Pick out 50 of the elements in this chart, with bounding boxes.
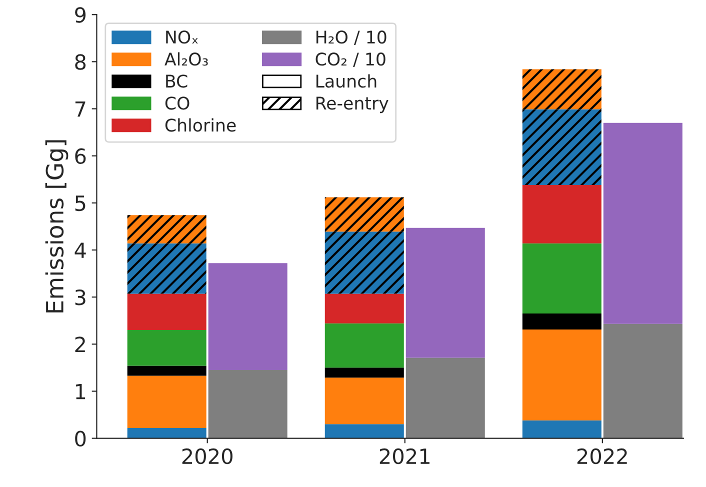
x-tick-label: 2022: [577, 448, 627, 464]
bar: [324, 197, 404, 232]
bar: [406, 358, 485, 438]
bar: [127, 428, 206, 438]
legend-label: Al₂O₃: [164, 52, 208, 66]
y-tick-label: 6: [75, 148, 86, 164]
y-axis-title: Emissions [Gg]: [45, 140, 68, 312]
bar: [406, 228, 485, 358]
bar: [522, 69, 602, 110]
legend-label: CO: [165, 96, 190, 110]
y-tick-label: 2: [75, 336, 85, 352]
bar: [127, 330, 206, 366]
x-tick-label: 2020: [182, 448, 232, 464]
y-tick-label: 4: [74, 242, 86, 258]
y-tick-label: 3: [75, 290, 86, 306]
bar: [127, 215, 206, 244]
bar: [208, 370, 288, 438]
bar: [324, 323, 404, 368]
bar: [324, 424, 404, 438]
bar: [522, 314, 602, 330]
y-tick-label: 7: [75, 101, 86, 117]
bar: [522, 330, 602, 420]
bar: [522, 420, 602, 438]
bar: [324, 232, 404, 294]
bar: [522, 185, 602, 244]
y-tick-label: 1: [76, 384, 86, 400]
bar: [127, 366, 206, 376]
bar: [324, 378, 404, 424]
y-tick-label: 9: [75, 7, 86, 23]
bar: [603, 122, 682, 324]
legend-label: CO₂ / 10: [316, 52, 386, 68]
bar: [522, 109, 602, 186]
bar: [208, 263, 288, 370]
bar: [127, 294, 206, 330]
y-tick-label: 8: [75, 54, 86, 70]
legend-label: Chlorine: [165, 118, 236, 132]
y-tick-label: 0: [75, 430, 86, 447]
annotation: Launch: [316, 74, 376, 88]
legend-label: NOₓ: [166, 30, 198, 44]
legend-label: BC: [166, 74, 188, 88]
bar: [127, 376, 206, 428]
bar: [324, 368, 404, 378]
x-tick-label: 2021: [380, 448, 430, 464]
bar: [127, 243, 206, 294]
bar: [522, 243, 602, 314]
bar: [324, 294, 404, 324]
annotation: Re-entry: [316, 96, 388, 114]
bar: [603, 324, 682, 438]
y-tick-label: 5: [75, 196, 86, 212]
legend-label: H₂O / 10: [316, 30, 386, 46]
